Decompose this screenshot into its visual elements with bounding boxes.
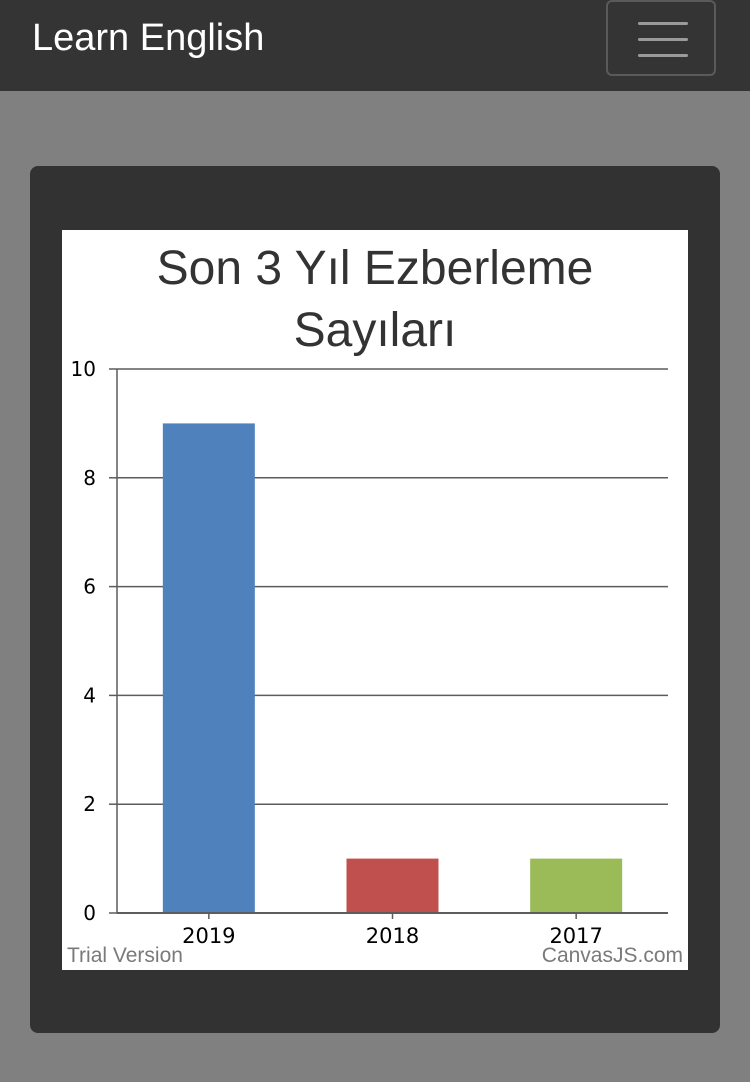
chart-title-line-2: Sayıları bbox=[293, 304, 457, 357]
hamburger-menu-icon bbox=[638, 54, 688, 57]
bar-chart: 0 2 4 6 8 10 2019 2018 2017 bbox=[71, 357, 668, 948]
y-tick-label: 0 bbox=[83, 901, 96, 925]
navbar: Learn English bbox=[0, 0, 750, 91]
navbar-toggle-button[interactable] bbox=[606, 0, 716, 76]
canvasjs-watermark[interactable]: CanvasJS.com bbox=[541, 944, 683, 967]
x-tick-label-2018: 2018 bbox=[366, 924, 419, 948]
y-tick-label: 4 bbox=[83, 683, 96, 707]
bar-2018 bbox=[346, 858, 439, 913]
x-tick-label-2017: 2017 bbox=[549, 924, 602, 948]
chart-title-line-1: Son 3 Yıl Ezberleme bbox=[156, 242, 594, 295]
chart-container: Son 3 Yıl Ezberleme Sayıları 0 2 4 6 8 10 2019… bbox=[62, 230, 688, 970]
chart-card: Son 3 Yıl Ezberleme Sayıları 0 2 4 6 8 10 2019… bbox=[30, 166, 720, 1033]
y-tick-label: 10 bbox=[71, 357, 96, 381]
bar-2017 bbox=[530, 858, 623, 913]
y-tick-label: 8 bbox=[83, 466, 96, 490]
hamburger-menu-icon bbox=[638, 38, 688, 41]
bar-2019 bbox=[162, 423, 255, 913]
chart-title: Son 3 Yıl Ezberleme Sayıları bbox=[62, 238, 688, 362]
y-tick-label: 6 bbox=[83, 575, 96, 599]
hamburger-menu-icon bbox=[638, 22, 688, 25]
trial-version-watermark: Trial Version bbox=[67, 944, 183, 967]
brand-title[interactable]: Learn English bbox=[32, 17, 265, 59]
x-tick-label-2019: 2019 bbox=[182, 924, 235, 948]
y-tick-label: 2 bbox=[83, 792, 96, 816]
